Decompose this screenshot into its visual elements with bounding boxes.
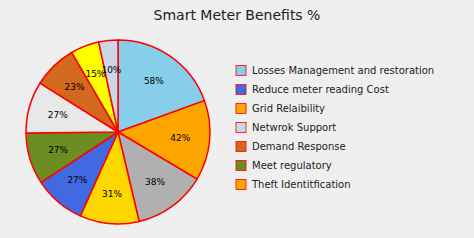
data-label: 10% [101, 65, 121, 75]
data-label: 27% [67, 175, 87, 185]
legend-label: Theft Identitfication [251, 179, 351, 190]
data-label: 27% [48, 145, 68, 155]
data-label: 58% [144, 76, 164, 86]
slices [26, 40, 210, 224]
legend-swatch [236, 180, 246, 190]
data-label: 38% [145, 177, 165, 187]
data-labels: 58%42%38%31%27%27%27%23%15%10% [48, 65, 191, 199]
legend-label: Grid Relaibility [252, 103, 325, 114]
legend-swatch [236, 161, 246, 171]
legend-swatch [236, 123, 246, 133]
data-label: 27% [48, 110, 68, 120]
legend: Losses Management and restoration Reduce … [236, 65, 434, 190]
legend-swatch [236, 66, 246, 76]
background [0, 0, 474, 238]
legend-label: Reduce meter reading Cost [252, 84, 389, 95]
slice [99, 40, 118, 132]
legend-label: Demand Response [252, 141, 346, 152]
legend-swatch [236, 85, 246, 95]
legend-label: Meet regulatory [252, 160, 332, 171]
data-label: 23% [64, 82, 84, 92]
title: Smart Meter Benefits % [154, 7, 321, 23]
data-label: 31% [102, 189, 122, 199]
legend-swatch [236, 142, 246, 152]
data-label: 42% [170, 133, 190, 143]
legend-swatch [236, 104, 246, 114]
legend-label: Netwrok Support [252, 122, 336, 133]
legend-label: Losses Management and restoration [252, 65, 434, 76]
chart: Smart Meter Benefits % 58% 42% 38% 31% 27% 27%… [0, 0, 474, 238]
